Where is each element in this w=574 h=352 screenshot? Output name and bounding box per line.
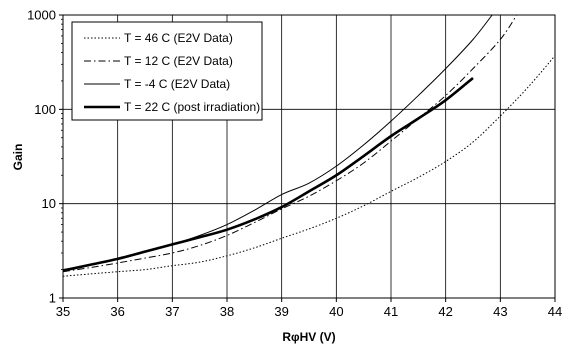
x-tick-label: 44 <box>548 304 562 319</box>
x-tick-label: 38 <box>220 304 234 319</box>
x-tick-label: 35 <box>56 304 70 319</box>
legend-label-3: T = -4 C (E2V Data) <box>124 77 230 91</box>
legend-label-2: T = 12 C (E2V Data) <box>124 54 233 68</box>
x-axis-title: RφHV (V) <box>282 330 335 344</box>
y-axis-title: Gain <box>11 144 25 171</box>
tick-label-layer: 35 36 37 38 39 40 41 42 43 44 1 10 100 1000 <box>27 8 562 320</box>
y-tick-label: 10 <box>42 196 56 211</box>
x-tick-label: 40 <box>329 304 343 319</box>
legend: T = 46 C (E2V Data) T = 12 C (E2V Data) T … <box>71 21 263 121</box>
y-tick-label: 100 <box>34 102 56 117</box>
series-line-1 <box>63 55 555 277</box>
series-layer <box>63 15 555 277</box>
x-tick-label: 42 <box>438 304 452 319</box>
plot-frame <box>62 14 556 299</box>
legend-box <box>71 21 263 121</box>
y-tick-label: 1000 <box>27 8 56 23</box>
y-tick-label: 1 <box>49 291 56 306</box>
x-tick-label: 36 <box>110 304 124 319</box>
x-tick-label: 41 <box>384 304 398 319</box>
x-tick-label: 43 <box>493 304 507 319</box>
series-line-4 <box>63 76 474 272</box>
legend-label-4: T = 22 C (post irradiation) <box>124 100 260 114</box>
x-tick-label: 39 <box>274 304 288 319</box>
legend-label-1: T = 46 C (E2V Data) <box>124 31 233 45</box>
x-tick-label: 37 <box>165 304 179 319</box>
